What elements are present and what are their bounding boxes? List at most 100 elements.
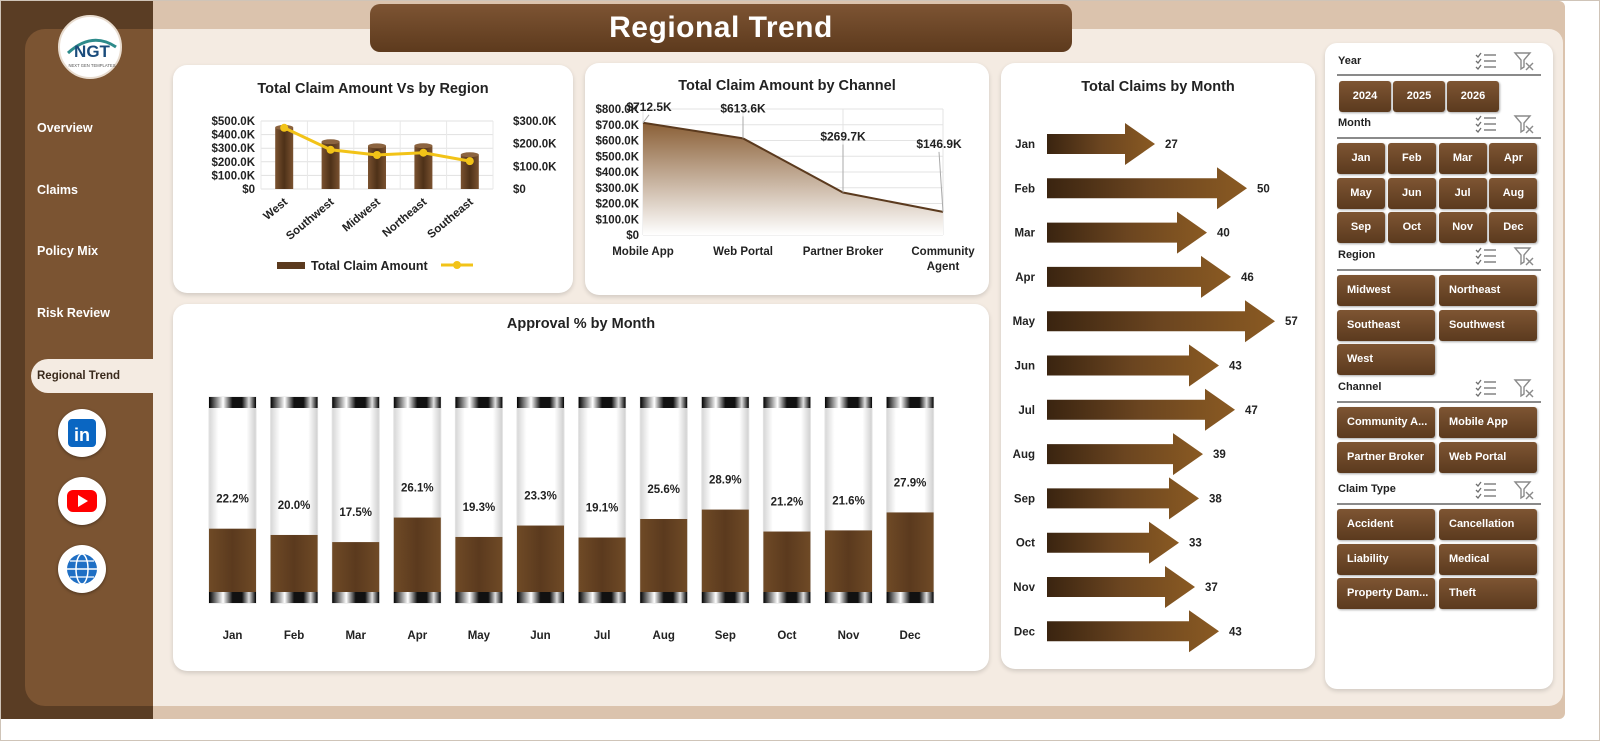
x-tick-label: Community bbox=[911, 246, 975, 258]
month-slicer-item[interactable]: Jan bbox=[1337, 143, 1385, 174]
line-point bbox=[465, 157, 474, 166]
arrow-apr bbox=[1047, 255, 1231, 298]
claim-type-slicer-item[interactable]: Medical bbox=[1439, 543, 1537, 575]
multi-select-icon[interactable] bbox=[1475, 480, 1497, 505]
claim-type-slicer-item[interactable]: Accident bbox=[1337, 509, 1435, 540]
clear-filter-icon[interactable] bbox=[1513, 378, 1535, 403]
bar-nov bbox=[825, 530, 872, 592]
multi-select-icon[interactable] bbox=[1475, 378, 1497, 403]
channel-chart-card: Total Claim Amount by Channel $0 $100.0K $… bbox=[585, 63, 989, 295]
month-slicer-item[interactable]: Nov bbox=[1438, 212, 1487, 243]
bar-jun bbox=[517, 525, 564, 592]
bar-may bbox=[455, 536, 503, 592]
cylinder-cap-top bbox=[332, 397, 380, 408]
cylinder-cap-top bbox=[825, 397, 872, 408]
month-slicer-item[interactable]: Oct bbox=[1387, 212, 1436, 243]
line-point bbox=[280, 123, 289, 132]
nav-policy-mix[interactable]: Policy Mix bbox=[37, 244, 99, 258]
region-slicer-item[interactable]: Southwest bbox=[1439, 309, 1537, 341]
month-slicer-item[interactable]: May bbox=[1337, 177, 1385, 209]
channel-slicer-item[interactable]: Mobile App bbox=[1439, 407, 1537, 438]
data-label: 47 bbox=[1245, 405, 1258, 417]
y-tick-label: $300.0K bbox=[596, 183, 640, 195]
multi-select-icon[interactable] bbox=[1475, 246, 1497, 271]
x-tick-label: Jan bbox=[223, 630, 243, 642]
y-tick-label-right: $300.0K bbox=[513, 116, 557, 128]
month-slicer-item[interactable]: Feb bbox=[1387, 143, 1436, 174]
clear-filter-icon[interactable] bbox=[1513, 480, 1535, 505]
claim-type-slicer-item[interactable]: Property Dam... bbox=[1337, 578, 1435, 609]
x-tick-label: Apr bbox=[407, 630, 427, 642]
region-slicer-item[interactable]: West bbox=[1337, 344, 1435, 375]
data-label: 39 bbox=[1213, 449, 1226, 461]
y-tick-label: $400.0K bbox=[596, 167, 640, 179]
month-slicer-item[interactable]: Aug bbox=[1489, 177, 1538, 209]
bar-aug bbox=[640, 518, 688, 592]
bar-dec bbox=[886, 512, 934, 592]
clear-filter-icon[interactable] bbox=[1513, 246, 1535, 271]
nav-claims[interactable]: Claims bbox=[37, 183, 78, 197]
month-slicer-item[interactable]: Apr bbox=[1489, 143, 1538, 174]
multi-select-icon[interactable] bbox=[1475, 51, 1497, 76]
arrow-aug bbox=[1047, 433, 1203, 476]
clear-filter-icon[interactable] bbox=[1513, 51, 1535, 76]
linkedin-icon[interactable]: in bbox=[58, 409, 106, 457]
company-logo: NGT NEXT GEN TEMPLATES bbox=[58, 15, 122, 79]
nav-regional-trend[interactable]: Regional Trend bbox=[31, 359, 153, 393]
channel-slicer-item[interactable]: Partner Broker bbox=[1337, 441, 1435, 473]
line-point bbox=[326, 145, 335, 154]
data-label-leader bbox=[938, 151, 944, 212]
multi-select-icon[interactable] bbox=[1475, 114, 1497, 139]
claim-type-slicer-item[interactable]: Liability bbox=[1337, 543, 1435, 575]
data-label: 21.2% bbox=[771, 497, 804, 509]
data-label: $613.6K bbox=[720, 101, 766, 115]
cylinder-cap-top bbox=[640, 397, 688, 408]
y-tick-label: Oct bbox=[1016, 538, 1035, 550]
y-tick-label: $600.0K bbox=[596, 136, 640, 148]
area-line bbox=[642, 121, 944, 213]
month-slicer-item[interactable]: Jul bbox=[1438, 177, 1487, 209]
data-label: 43 bbox=[1229, 361, 1242, 373]
year-slicer-item[interactable]: 2024 bbox=[1339, 81, 1391, 112]
channel-slicer-item[interactable]: Web Portal bbox=[1439, 441, 1537, 473]
data-label: 20.0% bbox=[278, 500, 311, 512]
data-label: 40 bbox=[1217, 228, 1230, 240]
year-slicer-item[interactable]: 2025 bbox=[1393, 81, 1445, 112]
region-slicer-item[interactable]: Southeast bbox=[1337, 309, 1435, 341]
channel-slicer-item[interactable]: Community A... bbox=[1337, 407, 1435, 438]
y-tick-label: Feb bbox=[1015, 183, 1035, 195]
claim-type-slicer-item[interactable]: Theft bbox=[1439, 578, 1537, 609]
y-tick-label-left: $0 bbox=[242, 184, 255, 196]
claim-type-slicer-item[interactable]: Cancellation bbox=[1439, 509, 1537, 540]
globe-icon[interactable] bbox=[58, 545, 106, 593]
legend-label-bar: Total Claim Amount bbox=[311, 259, 429, 273]
y-tick-label: Apr bbox=[1015, 272, 1035, 284]
nav-overview[interactable]: Overview bbox=[37, 121, 93, 135]
region-chart-card: Total Claim Amount Vs by Region $0 $100.0… bbox=[173, 65, 573, 293]
bar-top bbox=[368, 143, 386, 149]
bar-west bbox=[275, 127, 294, 189]
month-slicer-item[interactable]: Dec bbox=[1489, 212, 1538, 243]
region-chart-title: Total Claim Amount Vs by Region bbox=[257, 81, 489, 97]
area-fill bbox=[643, 122, 943, 235]
x-tick-label: Aug bbox=[653, 630, 675, 642]
legend-swatch-bar bbox=[277, 262, 305, 269]
arrow-sep bbox=[1047, 477, 1199, 520]
month-slicer-item[interactable]: Jun bbox=[1387, 177, 1436, 209]
cylinder-cap-top bbox=[886, 397, 934, 408]
channel-chart: $0 $100.0K $200.0K $300.0K $400.0K $500.0K $60… bbox=[596, 100, 976, 273]
region-slicer-item[interactable]: Northeast bbox=[1439, 275, 1537, 306]
clear-filter-icon[interactable] bbox=[1513, 114, 1535, 139]
data-label: 23.3% bbox=[524, 491, 557, 503]
cylinder-cap-bottom bbox=[701, 592, 749, 603]
bar-top bbox=[460, 152, 479, 158]
month-slicer-item[interactable]: Mar bbox=[1438, 143, 1487, 174]
year-slicer-item[interactable]: 2026 bbox=[1447, 81, 1499, 112]
claims-month-title: Total Claims by Month bbox=[1081, 79, 1235, 95]
region-slicer-item[interactable]: Midwest bbox=[1337, 275, 1435, 306]
bar-oct bbox=[763, 531, 811, 592]
month-slicer-item[interactable]: Sep bbox=[1337, 212, 1385, 243]
youtube-icon[interactable] bbox=[58, 477, 106, 525]
arrow-may bbox=[1047, 300, 1275, 343]
nav-risk-review[interactable]: Risk Review bbox=[37, 306, 110, 320]
